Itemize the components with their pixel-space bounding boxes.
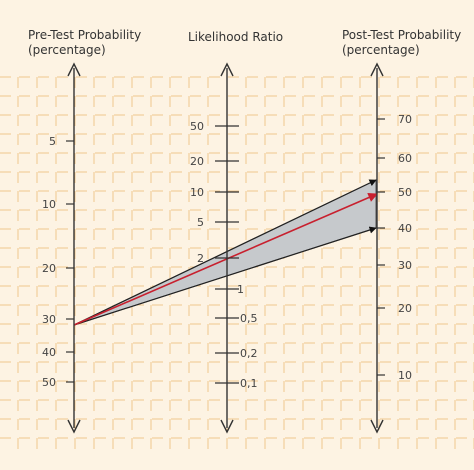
background-grid bbox=[0, 76, 474, 450]
lower-bound-arrow bbox=[73, 226, 377, 326]
pre-label-5: 5 bbox=[49, 135, 56, 148]
post-test-axis-arrow-bottom bbox=[370, 419, 384, 434]
estimate-arrow bbox=[73, 193, 378, 326]
post-label-30: 30 bbox=[398, 259, 412, 272]
lr-label-10: 10 bbox=[190, 186, 204, 199]
pre-label-30: 30 bbox=[42, 313, 56, 326]
post-label-60: 60 bbox=[398, 152, 412, 165]
post-label-50: 50 bbox=[398, 186, 412, 199]
likelihood-ratio-header: Likelihood Ratio bbox=[188, 30, 283, 45]
pre-label-50: 50 bbox=[42, 376, 56, 389]
pre-test-title: Pre-Test Probability bbox=[28, 28, 142, 42]
pre-test-header: Pre-Test Probability (percentage) bbox=[28, 28, 141, 58]
pre-test-unit: (percentage) bbox=[28, 43, 106, 57]
lr-label-0-2: 0,2 bbox=[240, 347, 258, 360]
post-label-40: 40 bbox=[398, 222, 412, 235]
pre-label-40: 40 bbox=[42, 346, 56, 359]
post-test-header: Post-Test Probability (percentage) bbox=[342, 28, 461, 58]
post-label-70: 70 bbox=[398, 113, 412, 126]
lr-label-1: 1 bbox=[237, 283, 244, 296]
lr-label-50: 50 bbox=[190, 120, 204, 133]
pre-label-10: 10 bbox=[42, 198, 56, 211]
post-test-unit: (percentage) bbox=[342, 43, 420, 57]
post-test-title: Post-Test Probability bbox=[342, 28, 462, 42]
post-label-10: 10 bbox=[398, 369, 412, 382]
lr-label-5: 5 bbox=[197, 216, 204, 229]
lr-axis-arrow-bottom bbox=[220, 419, 234, 434]
upper-bound-arrow bbox=[73, 179, 377, 326]
lr-label-20: 20 bbox=[190, 155, 204, 168]
pre-test-axis-arrow-bottom bbox=[67, 419, 81, 434]
lr-axis-arrow-top bbox=[220, 62, 234, 77]
pre-test-axis-arrow-top bbox=[67, 62, 81, 77]
likelihood-ratio-title: Likelihood Ratio bbox=[188, 30, 284, 44]
lr-label-2: 2 bbox=[197, 252, 204, 265]
pre-label-20: 20 bbox=[42, 262, 56, 275]
post-label-20: 20 bbox=[398, 302, 412, 315]
lr-label-0-1: 0,1 bbox=[240, 377, 258, 390]
post-test-axis-arrow-top bbox=[370, 62, 384, 77]
lr-label-0-5: 0,5 bbox=[240, 312, 258, 325]
